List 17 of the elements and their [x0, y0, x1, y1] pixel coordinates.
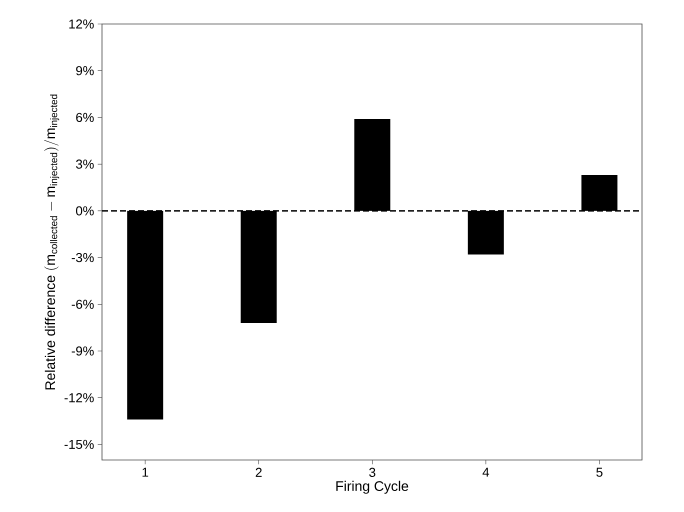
y-tick-label: 6%: [76, 112, 94, 122]
x-tick-label: 5: [596, 468, 602, 477]
x-tick-label: 4: [482, 468, 490, 477]
y-tick-label: 9%: [76, 66, 94, 76]
y-tick-label: -3%: [72, 252, 94, 262]
y-axis-title: $\mathrm{Relative\ difference\ (m_{collected} - m_{injected})/m_{injected}}$: [44, 94, 60, 390]
x-tick-label: 1: [142, 468, 148, 477]
y-tick-label: -9%: [72, 346, 94, 356]
x-axis-title: Firing Cycle: [336, 480, 408, 494]
y-tick-label: -6%: [72, 300, 94, 309]
y-tick-label: -15%: [64, 440, 94, 449]
y-tick-label: 12%: [69, 19, 94, 29]
y-tick-label: 3%: [76, 160, 94, 169]
y-tick-label: -12%: [64, 393, 94, 402]
x-tick-label: 2: [256, 468, 262, 477]
y-tick-label: 0%: [76, 206, 94, 216]
x-tick-label: 3: [369, 468, 376, 477]
